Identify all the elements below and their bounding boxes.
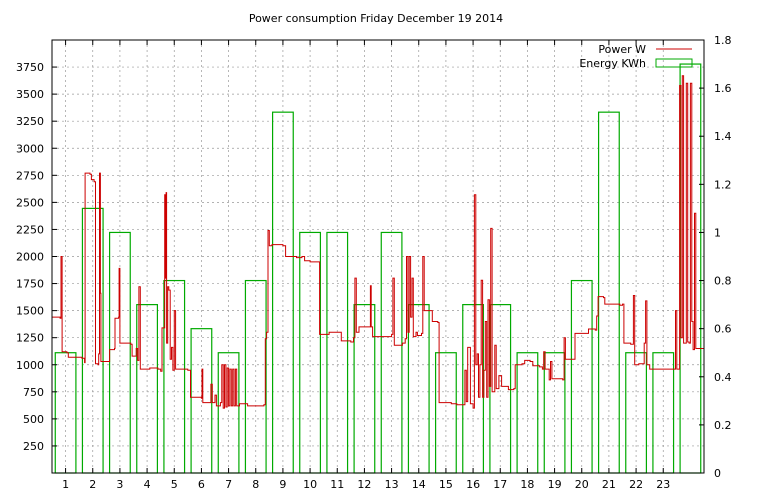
y-left-tick-label: 2750 [16, 169, 44, 182]
y-right-tick-label: 0.6 [714, 323, 732, 336]
y-right-tick-label: 0.2 [714, 419, 732, 432]
legend-label-power: Power W [598, 43, 646, 56]
x-tick-label: 17 [493, 478, 507, 491]
grid-lines [52, 40, 704, 473]
chart-title: Power consumption Friday December 19 201… [249, 12, 503, 25]
x-tick-label: 22 [629, 478, 643, 491]
y-right-axis-ticks: 0 0.2 0.4 0.6 0.8 1 1.2 1.4 1.6 1.8 [699, 34, 732, 480]
x-tick-label: 3 [116, 478, 123, 491]
y-left-tick-label: 3750 [16, 61, 44, 74]
y-left-tick-label: 1750 [16, 278, 44, 291]
y-left-tick-label: 750 [23, 386, 44, 399]
y-right-tick-label: 0 [714, 467, 721, 480]
y-left-axis-ticks: 250 500 750 1000 1250 1500 1750 2000 2250 2500 275… [16, 61, 57, 453]
legend-swatch-energy [655, 58, 693, 68]
y-right-tick-label: 0.8 [714, 275, 732, 288]
y-right-tick-label: 1.6 [714, 82, 732, 95]
legend-label-energy: Energy KWh [579, 57, 646, 70]
y-right-tick-label: 0.4 [714, 371, 732, 384]
x-tick-label: 14 [412, 478, 426, 491]
y-left-tick-label: 3500 [16, 88, 44, 101]
x-tick-label: 11 [330, 478, 344, 491]
y-left-tick-label: 2500 [16, 196, 44, 209]
x-axis-ticks: 1 2 3 4 5 6 7 8 9 10 11 12 13 14 15 16 17 18 19 20 21 22 23 [62, 40, 670, 491]
x-tick-label: 6 [198, 478, 205, 491]
y-right-tick-label: 1 [714, 226, 721, 239]
x-tick-label: 19 [548, 478, 562, 491]
y-left-tick-label: 2250 [16, 223, 44, 236]
y-left-tick-label: 500 [23, 413, 44, 426]
y-left-tick-label: 3250 [16, 115, 44, 128]
energy-bar [407, 304, 430, 474]
y-left-tick-label: 1000 [16, 359, 44, 372]
x-tick-label: 20 [575, 478, 589, 491]
y-right-tick-label: 1.4 [714, 130, 732, 143]
x-tick-label: 10 [303, 478, 317, 491]
x-tick-label: 7 [225, 478, 232, 491]
energy-bars [54, 63, 702, 474]
x-tick-label: 23 [656, 478, 670, 491]
y-left-tick-label: 250 [23, 440, 44, 453]
x-tick-label: 2 [89, 478, 96, 491]
x-tick-label: 9 [279, 478, 286, 491]
y-right-tick-label: 1.2 [714, 178, 732, 191]
x-tick-label: 13 [385, 478, 399, 491]
x-tick-label: 21 [602, 478, 616, 491]
x-tick-label: 15 [439, 478, 453, 491]
power-line [52, 75, 705, 409]
y-left-tick-label: 1500 [16, 305, 44, 318]
y-left-tick-label: 1250 [16, 332, 44, 345]
x-tick-label: 1 [62, 478, 69, 491]
y-left-tick-label: 2000 [16, 251, 44, 264]
x-tick-label: 8 [252, 478, 259, 491]
x-tick-label: 4 [144, 478, 151, 491]
legend: Power W Energy KWh [579, 43, 693, 70]
x-tick-label: 12 [357, 478, 371, 491]
x-tick-label: 18 [520, 478, 534, 491]
energy-bar [489, 304, 512, 474]
x-tick-label: 16 [466, 478, 480, 491]
energy-bar [353, 304, 376, 474]
y-right-tick-label: 1.8 [714, 34, 732, 47]
y-left-tick-label: 3000 [16, 142, 44, 155]
x-tick-label: 5 [171, 478, 178, 491]
power-line-group [52, 75, 705, 409]
